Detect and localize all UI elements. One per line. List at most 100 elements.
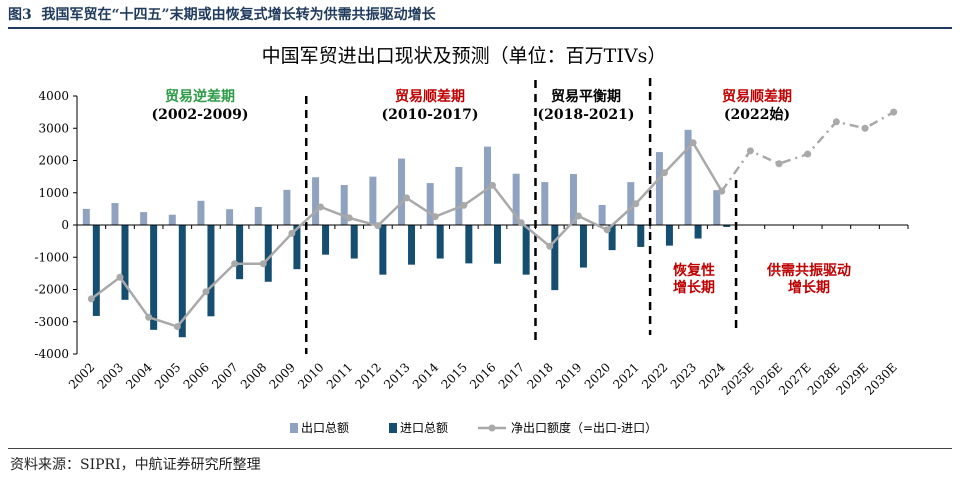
net-export-point — [231, 260, 239, 268]
export-bar — [254, 206, 262, 225]
import-bar — [694, 225, 702, 239]
x-tick-label: 2021 — [610, 360, 641, 391]
y-tick-label: -2000 — [34, 283, 69, 297]
x-tick-label: 2007 — [209, 360, 240, 391]
x-tick-label: 2020 — [582, 360, 613, 391]
net-export-point — [116, 273, 124, 281]
net-export-point — [890, 108, 898, 116]
net-export-point — [87, 295, 95, 303]
net-export-point — [173, 323, 181, 331]
x-tick-label: 2008 — [238, 360, 269, 391]
annotation-text: (2010-2017) — [382, 107, 479, 123]
export-bar — [312, 177, 320, 225]
import-bar — [436, 225, 444, 259]
import-bar — [637, 225, 645, 247]
net-export-point — [746, 147, 754, 155]
import-bar — [665, 225, 673, 246]
bars-layer — [82, 129, 731, 338]
x-tick-label: 2016 — [467, 360, 498, 391]
annotation-text: 贸易平衡期 — [551, 88, 621, 105]
x-tick-label: 2004 — [123, 360, 155, 392]
annotation-text: (2022始) — [724, 106, 790, 123]
export-bar — [168, 214, 176, 225]
net-export-point — [374, 222, 382, 230]
x-tick-label: 2030E — [862, 360, 900, 398]
import-bar — [465, 225, 473, 264]
import-bar — [207, 225, 215, 317]
export-bar — [455, 166, 463, 225]
legend: 出口总额 进口总额 净出口额度（=出口-进口） — [290, 420, 657, 435]
source-note: 资料来源：SIPRI，中航证券研究所整理 — [10, 457, 261, 473]
import-bar — [579, 225, 587, 268]
net-export-point — [202, 288, 210, 296]
x-tick-label: 2014 — [410, 360, 442, 392]
net-export-point — [259, 260, 267, 268]
net-export-point — [489, 181, 496, 189]
y-tick-label: -1000 — [34, 250, 69, 264]
legend-swatch-export — [290, 423, 298, 433]
y-tick-label: 3000 — [38, 121, 69, 135]
import-bar — [236, 225, 244, 280]
annotation-text: (2002-2009) — [152, 107, 249, 123]
x-tick-label: 2017 — [496, 360, 527, 391]
y-tick-label: 1000 — [38, 186, 69, 200]
x-tick-label: 2011 — [324, 360, 355, 391]
x-tick-label: 2023 — [668, 360, 699, 391]
x-tick-label: 2005 — [152, 360, 183, 391]
export-bar — [569, 174, 577, 225]
top-rule — [8, 27, 952, 29]
annotation-text: 贸易顺差期 — [722, 88, 792, 105]
x-tick-label: 2013 — [381, 360, 412, 391]
export-bar — [426, 183, 434, 225]
import-bar — [551, 225, 559, 291]
x-tick-label: 2009 — [267, 360, 298, 391]
x-tick-label: 2018 — [524, 360, 555, 391]
net-export-point — [775, 160, 783, 168]
y-tick-label: 2000 — [38, 154, 69, 168]
net-export-point — [861, 124, 869, 132]
chart-title: 中国军贸进出口现状及预测（单位：百万TIVs） — [262, 45, 667, 67]
annotation-text: 增长期 — [788, 279, 830, 296]
annotation-text: (2018-2021) — [538, 107, 635, 123]
export-bar — [369, 176, 377, 225]
legend-label-export: 出口总额 — [301, 421, 349, 435]
net-export-point — [145, 313, 153, 321]
export-bar — [82, 208, 90, 225]
x-tick-label: 2002 — [66, 360, 97, 391]
net-line-layer — [87, 108, 898, 331]
export-bar — [340, 185, 348, 225]
x-tick-label: 2022 — [639, 360, 670, 391]
export-bar — [398, 158, 406, 225]
export-bar — [512, 173, 520, 225]
export-bar — [226, 209, 234, 225]
x-tick-label: 2015 — [438, 360, 469, 391]
net-export-point — [718, 187, 726, 195]
import-bar — [723, 225, 731, 227]
legend-label-import: 进口总额 — [400, 421, 448, 435]
annotation-text: 供需共振驱动 — [766, 262, 851, 279]
import-bar — [494, 225, 501, 264]
x-tick-label: 2003 — [95, 360, 126, 391]
net-export-point — [574, 212, 582, 220]
x-tick-label: 2010 — [295, 360, 326, 391]
annotation-text: 恢复性 — [673, 262, 715, 279]
export-bar — [197, 200, 205, 225]
legend-swatch-import — [389, 423, 397, 433]
export-bar — [140, 212, 148, 225]
bottom-rule — [8, 448, 952, 449]
import-bar — [379, 225, 387, 275]
export-bar — [541, 182, 549, 225]
legend-label-net: 净出口额度（=出口-进口） — [511, 420, 657, 435]
net-export-point — [460, 201, 468, 209]
annotation-text: 贸易逆差期 — [165, 88, 235, 105]
net-export-point — [804, 150, 812, 158]
net-export-point — [832, 118, 840, 126]
annotations-layer: 贸易逆差期 (2002-2009) 贸易顺差期 (2010-2017) 贸易平衡期 (20… — [152, 88, 852, 296]
figure-caption-text: 我国军贸在“十四五”末期或由恢复式增长转为供需共振驱动增长 — [41, 7, 436, 23]
legend-swatch-net-point — [488, 424, 496, 432]
net-export-point — [689, 139, 697, 147]
net-export-point — [546, 242, 554, 250]
import-bar — [121, 225, 129, 300]
net-export-line — [90, 140, 723, 329]
export-bar — [655, 152, 663, 225]
